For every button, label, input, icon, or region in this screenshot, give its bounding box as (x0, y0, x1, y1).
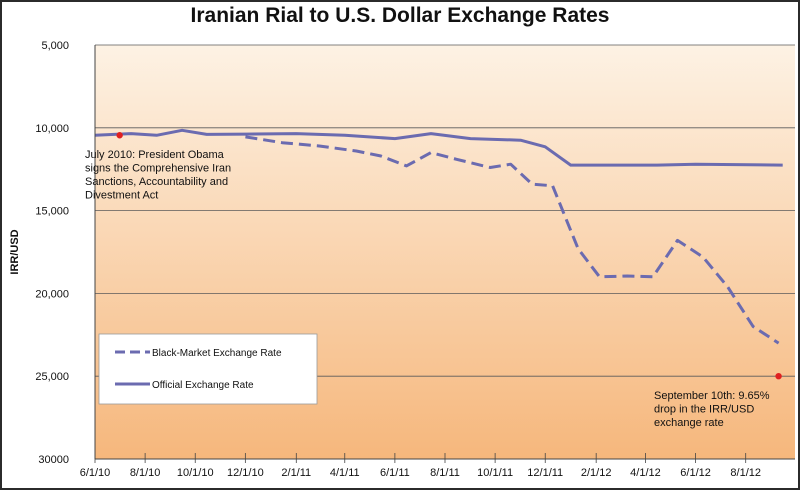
annotation-july-2010: July 2010: President Obama signs the Comp… (85, 149, 231, 202)
series-official-line (94, 128, 783, 167)
annotation-line: exchange rate (654, 417, 724, 429)
x-tick-label: 8/1/10 (130, 467, 161, 479)
x-tick-label: 6/1/12 (680, 467, 711, 479)
july-2010-marker (116, 132, 123, 139)
x-tick-label: 10/1/10 (177, 467, 214, 479)
y-axis-label: IRR/USD (9, 229, 21, 274)
x-tick-label: 4/1/12 (630, 467, 661, 479)
y-tick-label: 20,000 (35, 288, 69, 300)
series-black-market-line (245, 135, 780, 345)
x-tick-label: 6/1/11 (380, 467, 410, 479)
annotation-september-2012: September 10th: 9.65% drop in the IRR/USD… (654, 390, 770, 429)
y-tick-label: 25,000 (35, 371, 69, 383)
x-tick-label: 4/1/11 (330, 467, 360, 479)
y-tick-label: 15,000 (35, 206, 69, 218)
y-tick-label: 5,000 (41, 40, 69, 52)
legend-label: Black-Market Exchange Rate (152, 348, 282, 359)
legend-box (98, 333, 318, 405)
annotation-line: July 2010: President Obama (85, 149, 225, 161)
y-tick-label: 10,000 (35, 123, 69, 135)
annotation-line: Sanctions, Accountability and (85, 176, 228, 188)
chart-title: Iranian Rial to U.S. Dollar Exchange Rat… (190, 4, 610, 27)
september-2012-marker (775, 373, 782, 380)
x-tick-label: 6/1/10 (80, 467, 111, 479)
legend-label: Official Exchange Rate (152, 380, 254, 391)
x-tick-label: 10/1/11 (477, 467, 513, 479)
x-tick-label: 2/1/12 (581, 467, 612, 479)
x-tick-label: 12/1/11 (527, 467, 563, 479)
y-tick-label: 30000 (38, 454, 69, 466)
x-tick-label: 12/1/10 (227, 467, 264, 479)
annotation-line: drop in the IRR/USD (654, 404, 754, 416)
annotation-line: Divestment Act (85, 190, 158, 202)
x-tick-label: 2/1/11 (281, 467, 311, 479)
x-tick-label: 8/1/11 (430, 467, 460, 479)
annotation-line: signs the Comprehensive Iran (85, 163, 231, 175)
x-tick-label: 8/1/12 (730, 467, 761, 479)
annotation-line: September 10th: 9.65% (654, 390, 770, 402)
